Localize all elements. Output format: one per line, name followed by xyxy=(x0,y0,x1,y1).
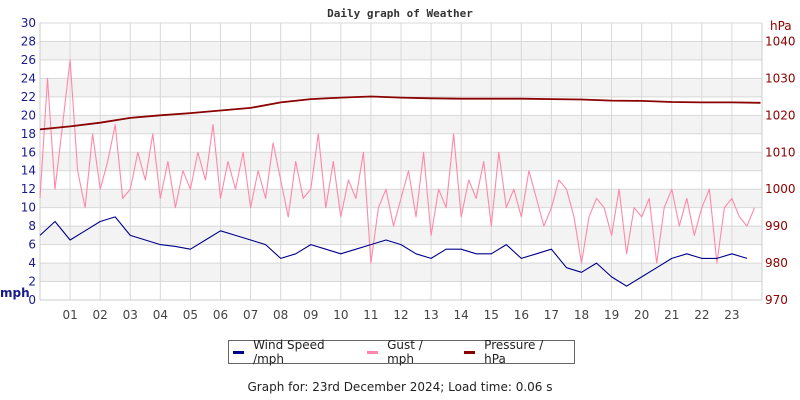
x-tick-label: 22 xyxy=(694,308,709,322)
x-tick-label: 07 xyxy=(243,308,258,322)
x-tick-label: 05 xyxy=(183,308,198,322)
x-tick-label: 20 xyxy=(634,308,649,322)
x-tick-label: 04 xyxy=(153,308,168,322)
x-tick-label: 06 xyxy=(213,308,228,322)
y-left-tick-label: 4 xyxy=(28,256,36,270)
x-tick-label: 17 xyxy=(544,308,559,322)
legend-label-pressure: Pressure / hPa xyxy=(484,338,544,366)
legend-swatch-pressure xyxy=(464,350,476,354)
pressure-line xyxy=(39,95,761,131)
y-left-tick-label: 28 xyxy=(21,34,36,48)
y-right-tick-label: 1000 xyxy=(765,182,796,196)
x-tick-label: 18 xyxy=(574,308,589,322)
y-right-tick-label: 1040 xyxy=(765,34,796,48)
chart-title: Daily graph of Weather xyxy=(327,7,473,20)
wind-speed-line xyxy=(39,216,748,287)
x-tick-label: 12 xyxy=(393,308,408,322)
legend-item-wind: Wind Speed /mph xyxy=(233,338,351,366)
legend-item-gust: Gust / mph xyxy=(367,338,448,366)
y-left-tick-label: 6 xyxy=(28,238,36,252)
gust-line xyxy=(39,59,756,264)
x-tick-label: 23 xyxy=(724,308,739,322)
legend-label-wind: Wind Speed /mph xyxy=(253,338,325,366)
y-right-axis-label: hPa xyxy=(770,19,792,33)
y-right-tick-label: 990 xyxy=(765,219,788,233)
y-left-tick-label: 26 xyxy=(21,53,36,67)
x-tick-label: 03 xyxy=(123,308,138,322)
y-right-tick-label: 970 xyxy=(765,293,788,307)
y-right-tick-label: 980 xyxy=(765,256,788,270)
y-left-tick-label: 14 xyxy=(21,164,36,178)
x-tick-label: 02 xyxy=(93,308,108,322)
y-left-tick-label: 2 xyxy=(28,275,36,289)
legend: Wind Speed /mph Gust / mph Pressure / hP… xyxy=(228,338,575,366)
x-tick-label: 21 xyxy=(664,308,679,322)
y-left-tick-label: 24 xyxy=(21,71,36,85)
y-left-axis-label: mph xyxy=(0,286,30,300)
x-tick-label: 16 xyxy=(514,308,529,322)
y-right-tick-label: 1020 xyxy=(765,108,796,122)
grid-lines xyxy=(39,22,763,301)
y-left-tick-label: 18 xyxy=(21,127,36,141)
y-left-tick-label: 16 xyxy=(21,145,36,159)
x-tick-label: 11 xyxy=(363,308,378,322)
y-left-tick-label: 8 xyxy=(28,219,36,233)
legend-label-gust: Gust / mph xyxy=(387,338,423,366)
y-left-tick-label: 22 xyxy=(21,90,36,104)
y-right-tick-label: 1010 xyxy=(765,145,796,159)
series-layer xyxy=(39,59,761,287)
x-tick-label: 10 xyxy=(333,308,348,322)
x-tick-label: 15 xyxy=(484,308,499,322)
y-left-tick-label: 20 xyxy=(21,108,36,122)
footer-status: Graph for: 23rd December 2024; Load time… xyxy=(247,380,553,394)
legend-swatch-wind xyxy=(233,350,245,354)
y-right-tick-label: 1030 xyxy=(765,71,796,85)
x-tick-label: 19 xyxy=(604,308,619,322)
y-left-tick-label: 30 xyxy=(21,16,36,30)
x-tick-label: 01 xyxy=(62,308,77,322)
axis-ticks: 0246810121416182022242628309709809901000… xyxy=(21,16,796,322)
x-tick-label: 13 xyxy=(423,308,438,322)
y-left-tick-label: 12 xyxy=(21,182,36,196)
y-left-tick-label: 0 xyxy=(28,293,36,307)
x-tick-label: 14 xyxy=(454,308,469,322)
legend-item-pressure: Pressure / hPa xyxy=(464,338,562,366)
x-tick-label: 08 xyxy=(273,308,288,322)
x-tick-label: 09 xyxy=(303,308,318,322)
y-left-tick-label: 10 xyxy=(21,201,36,215)
legend-swatch-gust xyxy=(367,350,379,354)
